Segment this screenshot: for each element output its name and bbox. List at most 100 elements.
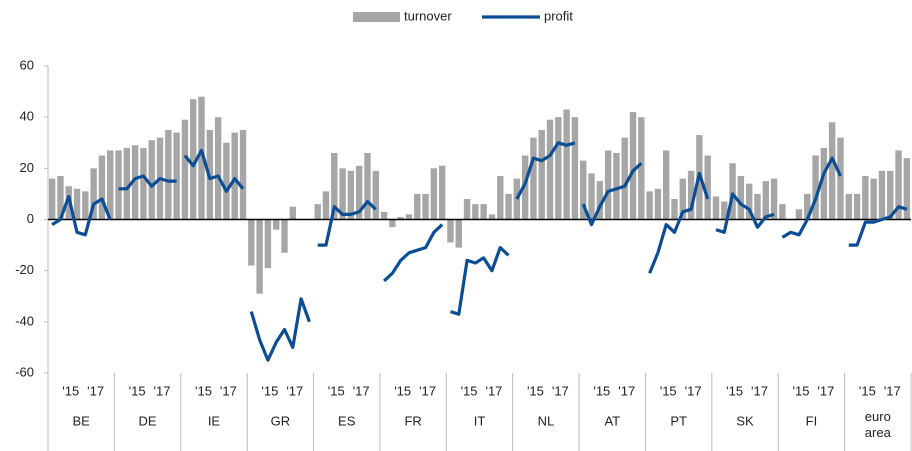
profit-line: [648, 171, 710, 274]
bar: [90, 168, 97, 220]
bar: [762, 181, 769, 220]
group-label: ES: [338, 413, 356, 428]
bar: [264, 219, 272, 269]
group-label: SK: [736, 413, 754, 428]
x-tick-label: '17: [552, 383, 569, 398]
bar: [372, 170, 379, 220]
profit-line: [383, 223, 444, 283]
bar: [903, 158, 911, 220]
x-tick-label: '15: [792, 383, 809, 398]
bar: [737, 176, 745, 220]
profit-line: [515, 141, 576, 200]
y-tick-label: 40: [20, 109, 34, 124]
bar: [281, 219, 288, 253]
bar: [73, 188, 81, 220]
bar: [355, 165, 363, 220]
bar: [521, 155, 529, 220]
bar: [331, 152, 338, 220]
x-tick-label: '15: [328, 383, 345, 398]
group-label: BE: [73, 413, 91, 428]
bar: [704, 155, 711, 220]
group-label: euro area: [865, 409, 892, 440]
bar: [862, 176, 869, 220]
bar: [272, 219, 280, 230]
x-tick-label: '17: [685, 383, 702, 398]
bar: [148, 140, 155, 220]
x-tick-label: '15: [261, 383, 278, 398]
bar: [621, 137, 628, 220]
bar: [190, 99, 197, 220]
bar: [812, 155, 819, 220]
x-tick-label: '17: [419, 383, 436, 398]
bar: [853, 193, 861, 220]
bar: [837, 137, 844, 220]
bar: [604, 150, 612, 220]
x-tick-label: '15: [461, 383, 478, 398]
profit-line: [183, 148, 245, 193]
bar: [828, 122, 836, 220]
bar: [455, 219, 462, 248]
bar: [181, 119, 189, 220]
bar: [580, 160, 587, 220]
profit-line: [317, 200, 377, 247]
x-tick-label: '15: [62, 383, 79, 398]
bar: [165, 129, 172, 220]
bar: [638, 117, 645, 220]
bar: [588, 173, 595, 220]
bar: [845, 193, 852, 220]
x-tick-label: '17: [87, 383, 104, 398]
legend-label: turnover: [404, 8, 452, 23]
legend-swatch: [353, 12, 400, 22]
bar: [497, 176, 504, 220]
bar: [745, 183, 753, 220]
bar: [131, 145, 139, 220]
bar: [123, 147, 131, 220]
bar: [397, 216, 404, 220]
bar: [712, 196, 720, 220]
x-tick-label: '15: [726, 383, 743, 398]
bar: [472, 204, 479, 220]
bar: [231, 132, 238, 220]
bar: [289, 206, 296, 220]
bar: [107, 150, 114, 220]
profit-line: [715, 192, 775, 234]
bar: [364, 152, 371, 220]
bar: [721, 201, 728, 220]
x-tick-label: '17: [618, 383, 635, 398]
bar: [530, 137, 537, 220]
bar: [505, 193, 512, 220]
bar: [256, 219, 263, 294]
bar: [687, 170, 695, 220]
bar: [405, 214, 413, 220]
bar: [513, 178, 521, 220]
profit-line: [249, 297, 311, 362]
bar: [380, 211, 388, 220]
bar: [414, 193, 421, 220]
bar: [596, 181, 604, 220]
bar: [679, 178, 687, 220]
x-tick-label: '17: [884, 383, 901, 398]
bar: [322, 191, 330, 220]
group-label: NL: [538, 413, 555, 428]
x-tick-label: '15: [660, 383, 677, 398]
bar: [98, 155, 106, 220]
bar: [480, 204, 487, 220]
profit-line: [51, 194, 112, 237]
x-tick-label: '17: [485, 383, 502, 398]
bar: [248, 219, 255, 266]
bar: [430, 168, 438, 220]
legend-label: profit: [544, 8, 573, 23]
bar: [463, 199, 471, 220]
x-tick-label: '15: [859, 383, 876, 398]
bar: [571, 117, 579, 220]
group-label: IT: [474, 413, 486, 428]
bar: [804, 193, 811, 220]
bar: [339, 168, 346, 220]
bar: [555, 117, 562, 220]
group-label: FR: [404, 413, 421, 428]
x-tick-label: '15: [394, 383, 411, 398]
bar: [654, 188, 662, 220]
bar: [48, 178, 56, 220]
bar: [613, 152, 620, 220]
